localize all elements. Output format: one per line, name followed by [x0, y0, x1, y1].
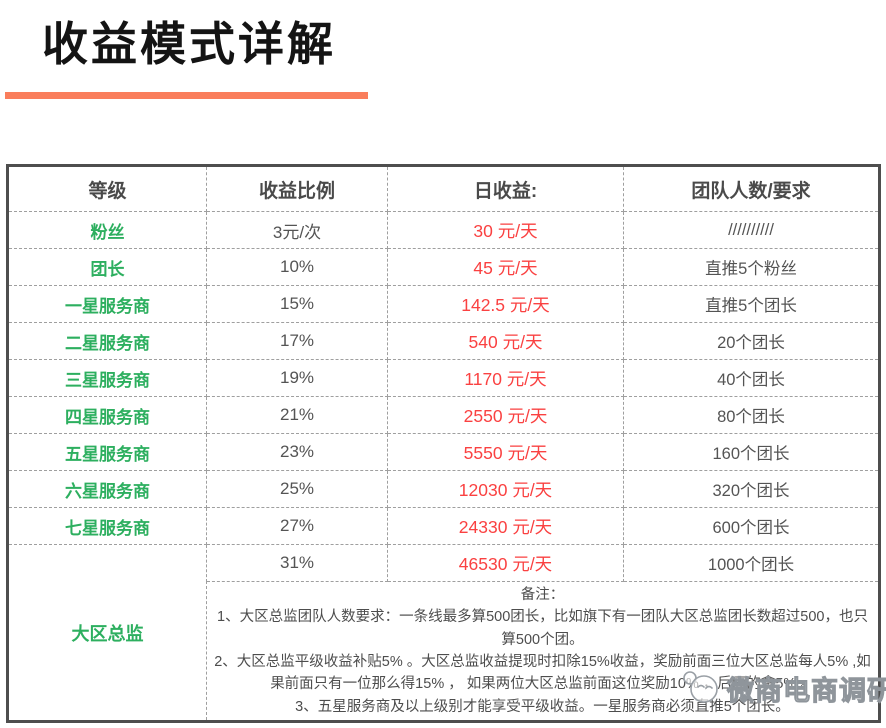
level-cell: 五星服务商 [7, 433, 207, 471]
ratio-cell: 27% [206, 507, 388, 545]
header-team: 团队人数/要求 [623, 165, 880, 212]
page-title: 收益模式详解 [42, 19, 336, 70]
level-cell: 六星服务商 [7, 470, 207, 508]
team-cell: 直推5个粉丝 [623, 248, 880, 286]
level-cell: 四星服务商 [7, 396, 207, 434]
header-level: 等级 [7, 165, 207, 212]
team-cell: 40个团长 [623, 359, 880, 397]
daily-cell: 1170 元/天 [387, 359, 624, 397]
level-cell: 七星服务商 [7, 507, 207, 545]
team-cell: 1000个团长 [623, 544, 880, 582]
daily-cell: 5550 元/天 [387, 433, 624, 471]
team-cell: 20个团长 [623, 322, 880, 360]
team-cell: 直推5个团长 [623, 285, 880, 323]
team-cell: 160个团长 [623, 433, 880, 471]
ratio-cell: 10% [206, 248, 388, 286]
ratio-cell: 19% [206, 359, 388, 397]
ratio-cell: 21% [206, 396, 388, 434]
notes-label: 备注： [520, 586, 565, 603]
team-cell: 80个团长 [623, 396, 880, 434]
director-level-cell: 大区总监 [7, 544, 207, 722]
team-cell: 320个团长 [623, 470, 880, 508]
daily-cell: 12030 元/天 [387, 470, 624, 508]
level-cell: 一星服务商 [7, 285, 207, 323]
note-item-3: 3、五星服务商及以上级别才能享受平级收益。一星服务商必须直推5个团长。 [295, 698, 790, 715]
daily-cell: 46530 元/天 [387, 544, 624, 582]
level-cell: 二星服务商 [7, 322, 207, 360]
earnings-table: 等级 收益比例 日收益: 团队人数/要求 粉丝 3元/次 30 元/天 ////… [6, 164, 881, 723]
notes-cell: 备注： 1、大区总监团队人数要求：一条线最多算500团长，比如旗下有一团队大区总… [206, 581, 880, 722]
table-row: 六星服务商 25% 12030 元/天 320个团长 [7, 470, 880, 508]
table-row: 二星服务商 17% 540 元/天 20个团长 [7, 322, 880, 360]
ratio-cell: 15% [206, 285, 388, 323]
table-row: 一星服务商 15% 142.5 元/天 直推5个团长 [7, 285, 880, 323]
team-cell: ////////// [623, 211, 880, 249]
level-cell: 粉丝 [7, 211, 207, 249]
notes-row: 备注： 1、大区总监团队人数要求：一条线最多算500团长，比如旗下有一团队大区总… [8, 581, 880, 722]
daily-cell: 30 元/天 [387, 211, 624, 249]
table-row: 七星服务商 27% 24330 元/天 600个团长 [7, 507, 880, 545]
header-ratio: 收益比例 [206, 165, 388, 212]
daily-cell: 2550 元/天 [387, 396, 624, 434]
note-item-2: 2、大区总监平级收益补贴5% 。大区总监收益提现时扣除15%收益，奖励前面三位大… [214, 654, 871, 693]
ratio-cell: 3元/次 [206, 211, 388, 249]
header-daily: 日收益: [387, 165, 624, 212]
table-row: 三星服务商 19% 1170 元/天 40个团长 [7, 359, 880, 397]
note-item-1: 1、大区总监团队人数要求：一条线最多算500团长，比如旗下有一团队大区总监团长数… [217, 609, 868, 648]
table-header-row: 等级 收益比例 日收益: 团队人数/要求 [7, 165, 880, 212]
table-row: 粉丝 3元/次 30 元/天 ////////// [7, 211, 880, 249]
ratio-cell: 25% [206, 470, 388, 508]
daily-cell: 540 元/天 [387, 322, 624, 360]
ratio-cell: 23% [206, 433, 388, 471]
daily-cell: 24330 元/天 [387, 507, 624, 545]
title-underline-bar [5, 92, 368, 99]
ratio-cell: 17% [206, 322, 388, 360]
daily-cell: 45 元/天 [387, 248, 624, 286]
table-row-director: 大区总监 31% 46530 元/天 1000个团长 [7, 544, 880, 722]
table-row: 团长 10% 45 元/天 直推5个粉丝 [7, 248, 880, 286]
daily-cell: 142.5 元/天 [387, 285, 624, 323]
table-row: 四星服务商 21% 2550 元/天 80个团长 [7, 396, 880, 434]
table-row: 五星服务商 23% 5550 元/天 160个团长 [7, 433, 880, 471]
level-cell: 三星服务商 [7, 359, 207, 397]
team-cell: 600个团长 [623, 507, 880, 545]
ratio-cell: 31% [206, 544, 388, 582]
level-cell: 团长 [7, 248, 207, 286]
